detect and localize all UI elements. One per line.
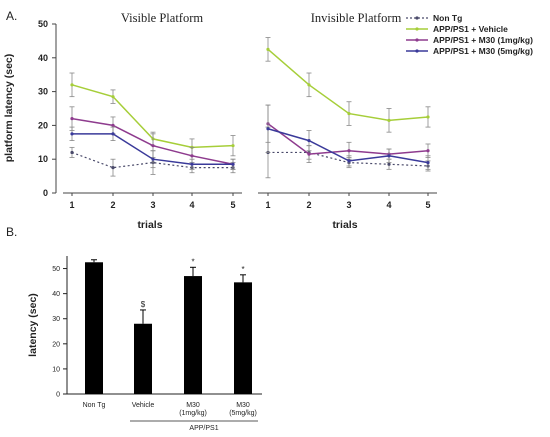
data-point [426, 115, 430, 119]
bar-vehicle [134, 323, 152, 394]
xtick-label: 4 [386, 200, 391, 210]
data-point [111, 95, 115, 99]
data-point [70, 132, 74, 136]
data-point [111, 166, 115, 170]
xtick-label: 2 [110, 200, 115, 210]
category-label: M30 [236, 402, 250, 409]
data-point [307, 139, 311, 143]
data-point [347, 159, 351, 163]
data-point [151, 144, 155, 148]
data-point [347, 149, 351, 153]
panel-a-ytick-label: 30 [38, 87, 48, 97]
xtick-label: 2 [306, 200, 311, 210]
panel-a-ylabel: platform latency (sec) [3, 54, 15, 163]
panel-b-ytick-label: 30 [52, 316, 60, 323]
legend-marker [415, 49, 419, 53]
data-point [70, 117, 74, 121]
xtick-label: 5 [425, 200, 430, 210]
data-point [307, 152, 311, 156]
xtick-label: 5 [230, 200, 235, 210]
invisible-platform-title: Invisible Platform [311, 11, 402, 25]
xtick-label: 1 [69, 200, 74, 210]
bar-m30-5mg-kg [234, 282, 252, 394]
visible-platform-plot: 1 2 3 4 5 [63, 72, 242, 210]
significance-marker: * [191, 257, 194, 266]
panel-b-ytick-label: 10 [52, 366, 60, 373]
panel-b-label: B. [6, 225, 17, 239]
invisible-xlabel: trials [332, 219, 357, 231]
panel-a-ytick-label: 50 [38, 19, 48, 29]
bar-m30-1mg-kg [184, 276, 202, 394]
data-point [387, 118, 391, 122]
data-point [347, 111, 351, 116]
panel-a-ytick-label: 20 [38, 120, 48, 130]
category-label: Non Tg [83, 402, 106, 409]
panel-a-ytick-label: 10 [38, 154, 48, 164]
data-point [266, 127, 270, 131]
data-point [231, 162, 235, 166]
data-point [307, 83, 311, 87]
panel-a-ytick-label: 0 [43, 188, 48, 198]
series-app-ps1-vehicle [69, 72, 236, 157]
data-point [190, 154, 194, 158]
data-point [151, 157, 155, 161]
significance-marker: $ [141, 300, 146, 309]
data-point [426, 160, 430, 165]
legend-marker [415, 27, 419, 31]
data-point [190, 162, 194, 166]
bar-non-tg [85, 262, 103, 394]
panel-b-ytick-label: 0 [56, 392, 60, 399]
series-app-ps1-vehicle [265, 37, 431, 133]
visible-platform-title: Visible Platform [121, 11, 204, 25]
data-point [111, 123, 115, 127]
panel-a-ytick-label: 40 [38, 53, 48, 63]
xtick-label: 3 [150, 200, 155, 210]
data-point [70, 83, 74, 87]
category-label: Vehicle [132, 402, 155, 409]
data-point [70, 150, 74, 155]
significance-marker: * [241, 265, 244, 274]
category-label: (5mg/kg) [229, 410, 257, 417]
panel-a-label: A. [6, 9, 17, 23]
data-point [387, 162, 391, 166]
legend-label-non-tg: Non Tg [433, 13, 462, 23]
xtick-label: 1 [265, 200, 270, 210]
panel-a-axes: 0 10 20 30 40 50 [38, 19, 57, 198]
data-point [426, 149, 430, 153]
category-label: (1mg/kg) [179, 410, 207, 417]
xtick-label: 4 [189, 200, 194, 210]
legend-label-app-ps1-m30-1mg-kg: APP/PS1 + M30 (1mg/kg) [433, 35, 533, 45]
legend-label-app-ps1-vehicle: APP/PS1 + Vehicle [433, 24, 508, 34]
panel-b-ytick-label: 40 [52, 291, 60, 298]
invisible-platform-plot: 1 2 3 4 5 [258, 37, 437, 210]
xtick-label: 3 [346, 200, 351, 210]
group-label: APP/PS1 [189, 425, 218, 432]
panel-b-ytick-label: 50 [52, 266, 60, 273]
data-point [387, 154, 391, 158]
data-point [231, 144, 235, 148]
series-non-tg [69, 146, 236, 177]
data-point [266, 47, 270, 51]
legend-marker [415, 16, 419, 20]
category-label: M30 [186, 402, 200, 409]
series-app-ps1-m30-5mg-kg [265, 104, 431, 170]
series-line [267, 48, 429, 122]
data-point [111, 132, 115, 136]
panel-b-ytick-label: 20 [52, 341, 60, 348]
legend-label-app-ps1-m30-5mg-kg: APP/PS1 + M30 (5mg/kg) [433, 46, 533, 56]
panel-b-ylabel: latency (sec) [27, 293, 39, 357]
series-app-ps1-m30-5mg-kg [69, 126, 236, 170]
legend-marker [415, 38, 419, 42]
visible-xlabel: trials [137, 219, 162, 231]
